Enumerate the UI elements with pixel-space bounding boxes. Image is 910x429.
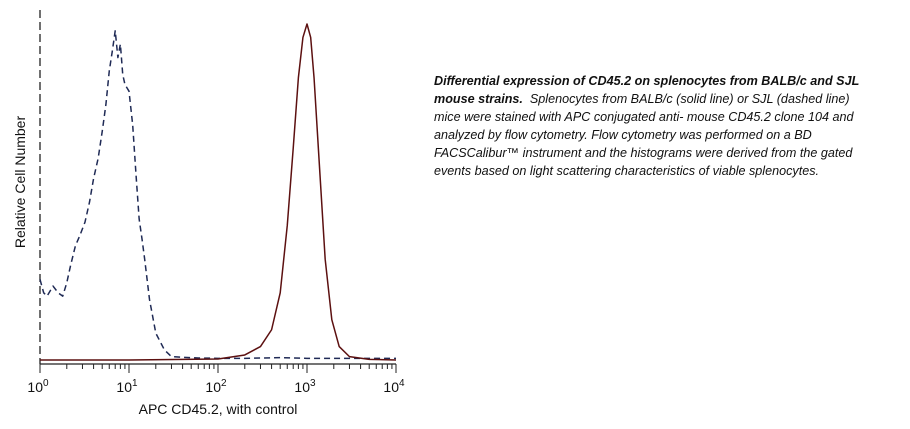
histogram-chart: 100 101 102 103 104 APC CD45.2, with control… <box>12 10 405 417</box>
x-axis-ticks <box>39 364 397 373</box>
solid-series-line <box>40 23 397 361</box>
y-axis-title: Relative Cell Number <box>12 116 28 249</box>
x-tick-label: 103 <box>294 378 316 395</box>
x-tick-label: 101 <box>116 378 138 395</box>
x-axis-title: APC CD45.2, with control <box>139 401 298 417</box>
series-group <box>39 23 397 361</box>
caption-body: Splenocytes from BALB/c (solid line) or … <box>434 92 854 178</box>
figure-caption: Differential expression of CD45.2 on spl… <box>434 72 864 180</box>
x-axis-tick-labels: 100 101 102 103 104 <box>27 378 405 395</box>
plot-area <box>39 10 396 365</box>
dashed-series-line <box>39 29 396 360</box>
x-tick-label: 100 <box>27 378 49 395</box>
x-tick-label: 104 <box>383 378 405 395</box>
caption-title: Differential expression of CD45.2 on spl… <box>434 74 860 106</box>
x-tick-label: 102 <box>205 378 227 395</box>
